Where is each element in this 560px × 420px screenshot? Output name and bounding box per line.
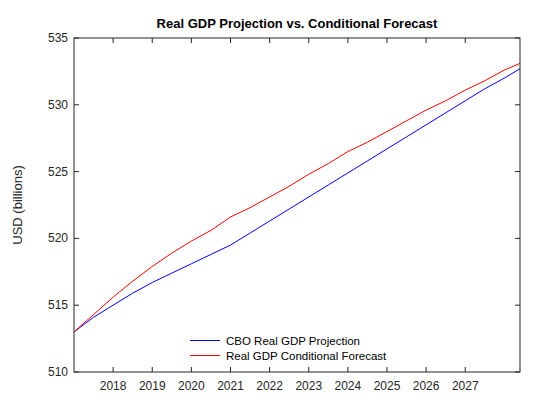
x-tick-label: 2018 xyxy=(100,379,127,393)
legend-box xyxy=(182,330,412,366)
y-tick xyxy=(515,372,520,373)
x-tick xyxy=(426,38,427,43)
x-tick-label: 2022 xyxy=(256,379,283,393)
series-line xyxy=(74,69,520,332)
title: Real GDP Projection vs. Conditional Fore… xyxy=(157,16,438,31)
x-tick-label: 2027 xyxy=(452,379,479,393)
y-tick xyxy=(515,238,520,239)
x-tick-label: 2025 xyxy=(374,379,401,393)
x-tick-label: 2023 xyxy=(295,379,322,393)
x-tick-label: 2021 xyxy=(217,379,244,393)
x-tick xyxy=(426,367,427,372)
y-tick-label: 515 xyxy=(48,298,68,312)
axes-box xyxy=(74,38,520,372)
series-group xyxy=(74,63,520,332)
y-tick-label: 510 xyxy=(48,365,68,379)
x-tick xyxy=(152,38,153,43)
x-tick-label: 2019 xyxy=(139,379,166,393)
y-tick xyxy=(74,305,79,306)
x-tick xyxy=(269,38,270,43)
x-tick xyxy=(113,38,114,43)
y-tick-label: 535 xyxy=(48,31,68,45)
x-tick xyxy=(465,367,466,372)
x-tick-label: 2026 xyxy=(413,379,440,393)
x-tick-label: 2024 xyxy=(335,379,362,393)
y-tick xyxy=(74,171,79,172)
x-tick xyxy=(230,38,231,43)
x-tick xyxy=(347,38,348,43)
y-tick xyxy=(515,38,520,39)
background xyxy=(0,0,560,420)
x-tick xyxy=(191,367,192,372)
y-tick xyxy=(74,238,79,239)
legend-swatch xyxy=(190,355,220,356)
x-tick xyxy=(191,38,192,43)
y-tick xyxy=(515,305,520,306)
x-tick xyxy=(308,38,309,43)
x-tick xyxy=(465,38,466,43)
y-tick xyxy=(74,104,79,105)
x-tick xyxy=(386,38,387,43)
y-tick xyxy=(515,171,520,172)
series-line xyxy=(74,63,520,332)
y-tick-label: 520 xyxy=(48,231,68,245)
x-tick xyxy=(347,367,348,372)
y-tick xyxy=(74,372,79,373)
x-tick xyxy=(308,367,309,372)
legend: CBO Real GDP Projection Real GDP Conditio… xyxy=(182,330,412,366)
legend-label: Real GDP Conditional Forecast xyxy=(226,350,387,362)
y-tick-label: 525 xyxy=(48,165,68,179)
legend-label: CBO Real GDP Projection xyxy=(226,335,360,347)
x-tick xyxy=(113,367,114,372)
x-tick-label: 2020 xyxy=(178,379,205,393)
x-tick xyxy=(152,367,153,372)
y-tick xyxy=(515,104,520,105)
y-tick xyxy=(74,38,79,39)
x-tick xyxy=(386,367,387,372)
plot-area xyxy=(74,38,520,372)
x-tick xyxy=(230,367,231,372)
legend-swatch xyxy=(190,340,220,341)
x-tick xyxy=(269,367,270,372)
y-tick-label: 530 xyxy=(48,98,68,112)
y-axis-label: USD (billions) xyxy=(10,165,25,244)
chart: 510 515 520 525 530 535 2018 2019 2020 2021 2022 20… xyxy=(0,0,560,420)
